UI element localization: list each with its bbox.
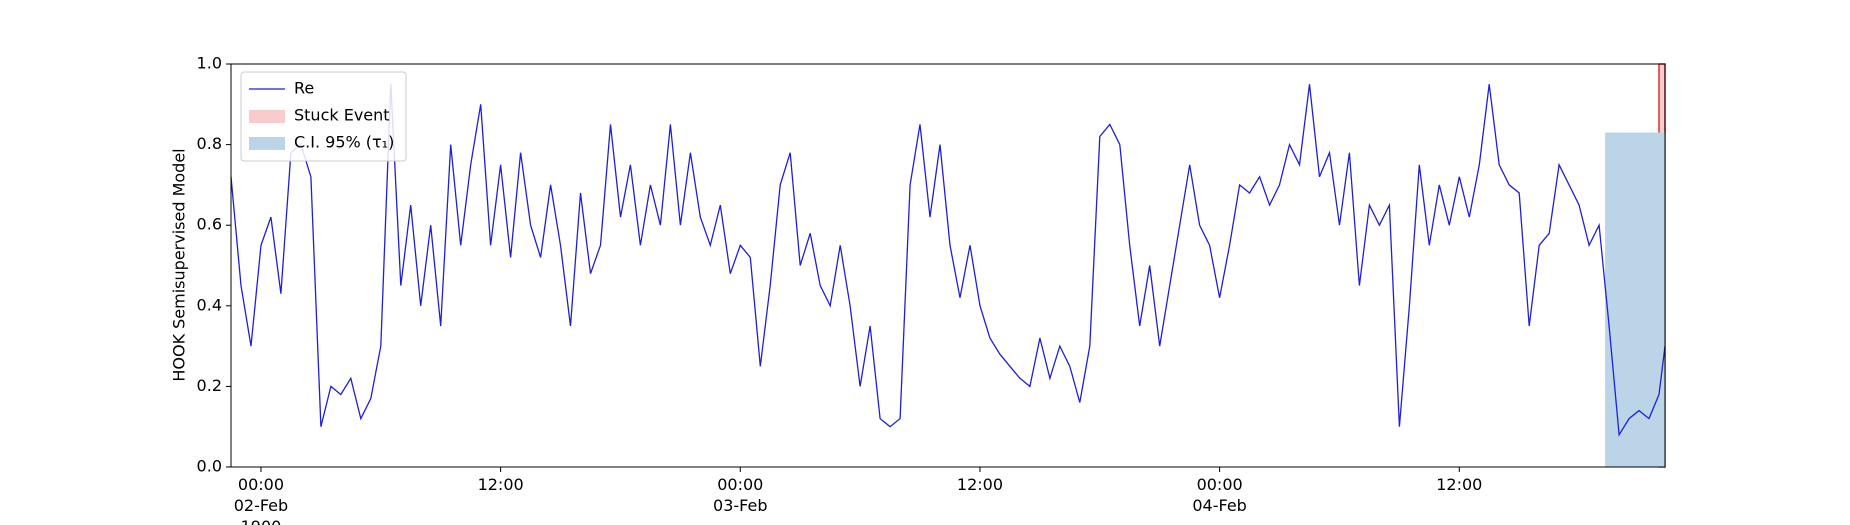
- y-tick-label: 0.4: [197, 295, 222, 314]
- x-tick-label: 00:00 03-Feb: [713, 475, 767, 515]
- x-tick-label: 12:00: [957, 475, 1003, 494]
- legend-label: Re: [294, 79, 314, 98]
- legend-swatch: [249, 137, 285, 150]
- x-tick-label: 12:00: [1436, 475, 1482, 494]
- legend-swatch: [249, 110, 285, 123]
- y-tick-label: 1.0: [197, 54, 222, 73]
- y-tick-label: 0.6: [197, 215, 222, 234]
- line: [230, 84, 1666, 437]
- y-axis-label: HOOK Semisupervised Model: [170, 148, 189, 381]
- band: [1605, 132, 1665, 467]
- legend: Re Stuck Event C.I. 95% (τ₁): [240, 71, 407, 162]
- y-tick-label: 0.2: [197, 376, 222, 395]
- plot-frame: [230, 63, 1666, 468]
- y-tick-label: 0.8: [197, 134, 222, 153]
- x-tick-label: 00:00 04-Feb: [1192, 475, 1246, 515]
- y-tick-label: 0.0: [197, 457, 222, 476]
- legend-label: C.I. 95% (τ₁): [294, 133, 394, 152]
- legend-label: Stuck Event: [294, 106, 390, 125]
- x-tick-label: 12:00: [478, 475, 524, 494]
